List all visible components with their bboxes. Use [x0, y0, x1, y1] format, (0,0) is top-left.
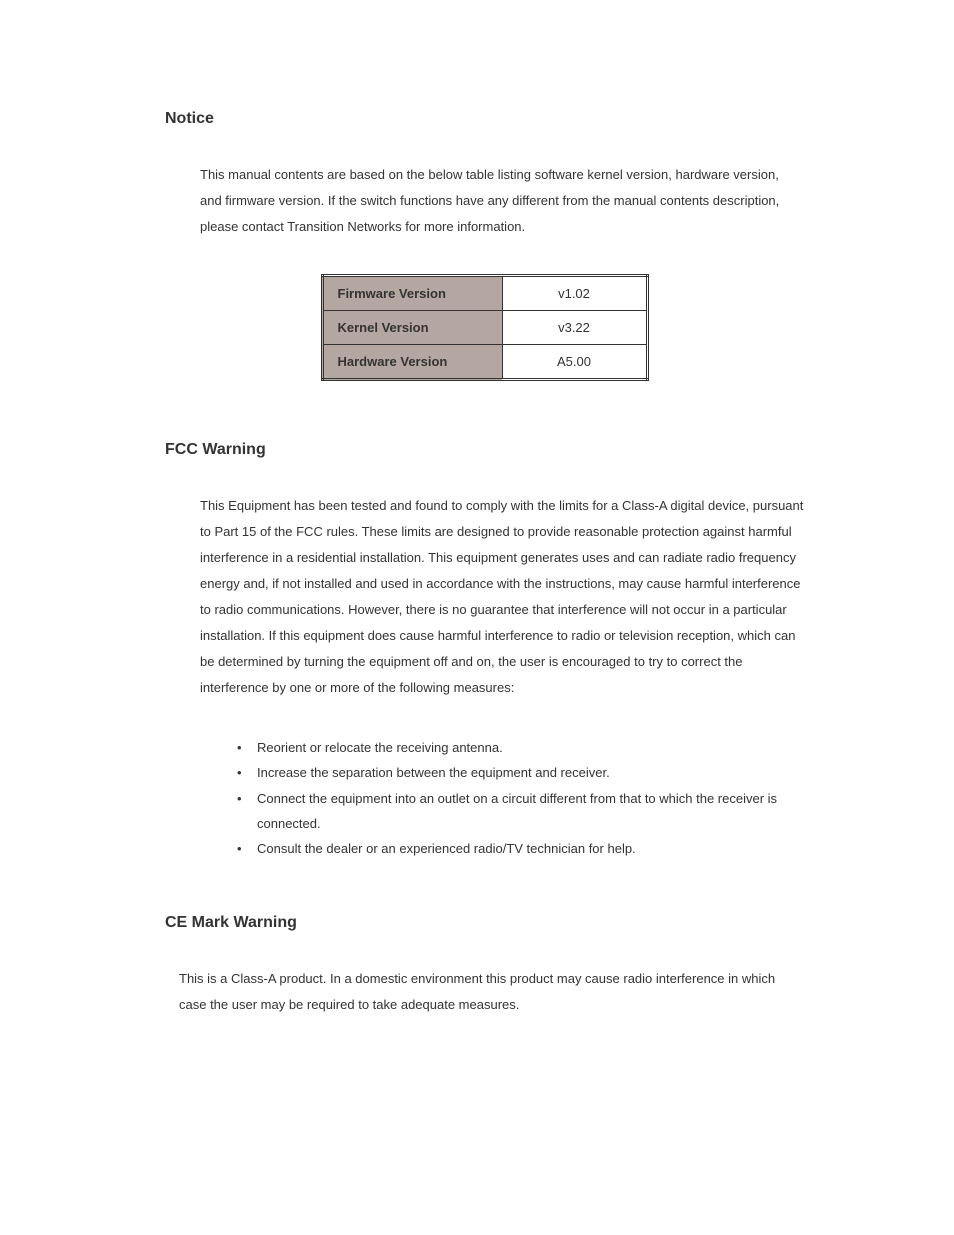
fcc-section: FCC Warning This Equipment has been test… — [165, 441, 804, 862]
list-item: Connect the equipment into an outlet on … — [257, 786, 804, 837]
version-label: Kernel Version — [322, 311, 502, 345]
notice-paragraph: This manual contents are based on the be… — [200, 162, 804, 240]
version-label: Firmware Version — [322, 276, 502, 311]
version-value: A5.00 — [502, 345, 647, 380]
notice-section: Notice This manual contents are based on… — [165, 110, 804, 381]
ce-heading: CE Mark Warning — [165, 914, 804, 932]
version-table: Firmware Version v1.02 Kernel Version v3… — [321, 274, 649, 381]
table-row: Kernel Version v3.22 — [322, 311, 647, 345]
version-table-wrap: Firmware Version v1.02 Kernel Version v3… — [165, 274, 804, 381]
fcc-heading: FCC Warning — [165, 441, 804, 459]
version-value: v1.02 — [502, 276, 647, 311]
version-label: Hardware Version — [322, 345, 502, 380]
version-value: v3.22 — [502, 311, 647, 345]
notice-heading: Notice — [165, 110, 804, 128]
list-item: Increase the separation between the equi… — [257, 760, 804, 785]
table-row: Hardware Version A5.00 — [322, 345, 647, 380]
ce-paragraph: This is a Class-A product. In a domestic… — [179, 966, 804, 1018]
list-item: Consult the dealer or an experienced rad… — [257, 836, 804, 861]
list-item: Reorient or relocate the receiving anten… — [257, 735, 804, 760]
fcc-bullet-list: Reorient or relocate the receiving anten… — [257, 735, 804, 862]
fcc-paragraph: This Equipment has been tested and found… — [200, 493, 804, 701]
table-row: Firmware Version v1.02 — [322, 276, 647, 311]
ce-section: CE Mark Warning This is a Class-A produc… — [165, 914, 804, 1018]
